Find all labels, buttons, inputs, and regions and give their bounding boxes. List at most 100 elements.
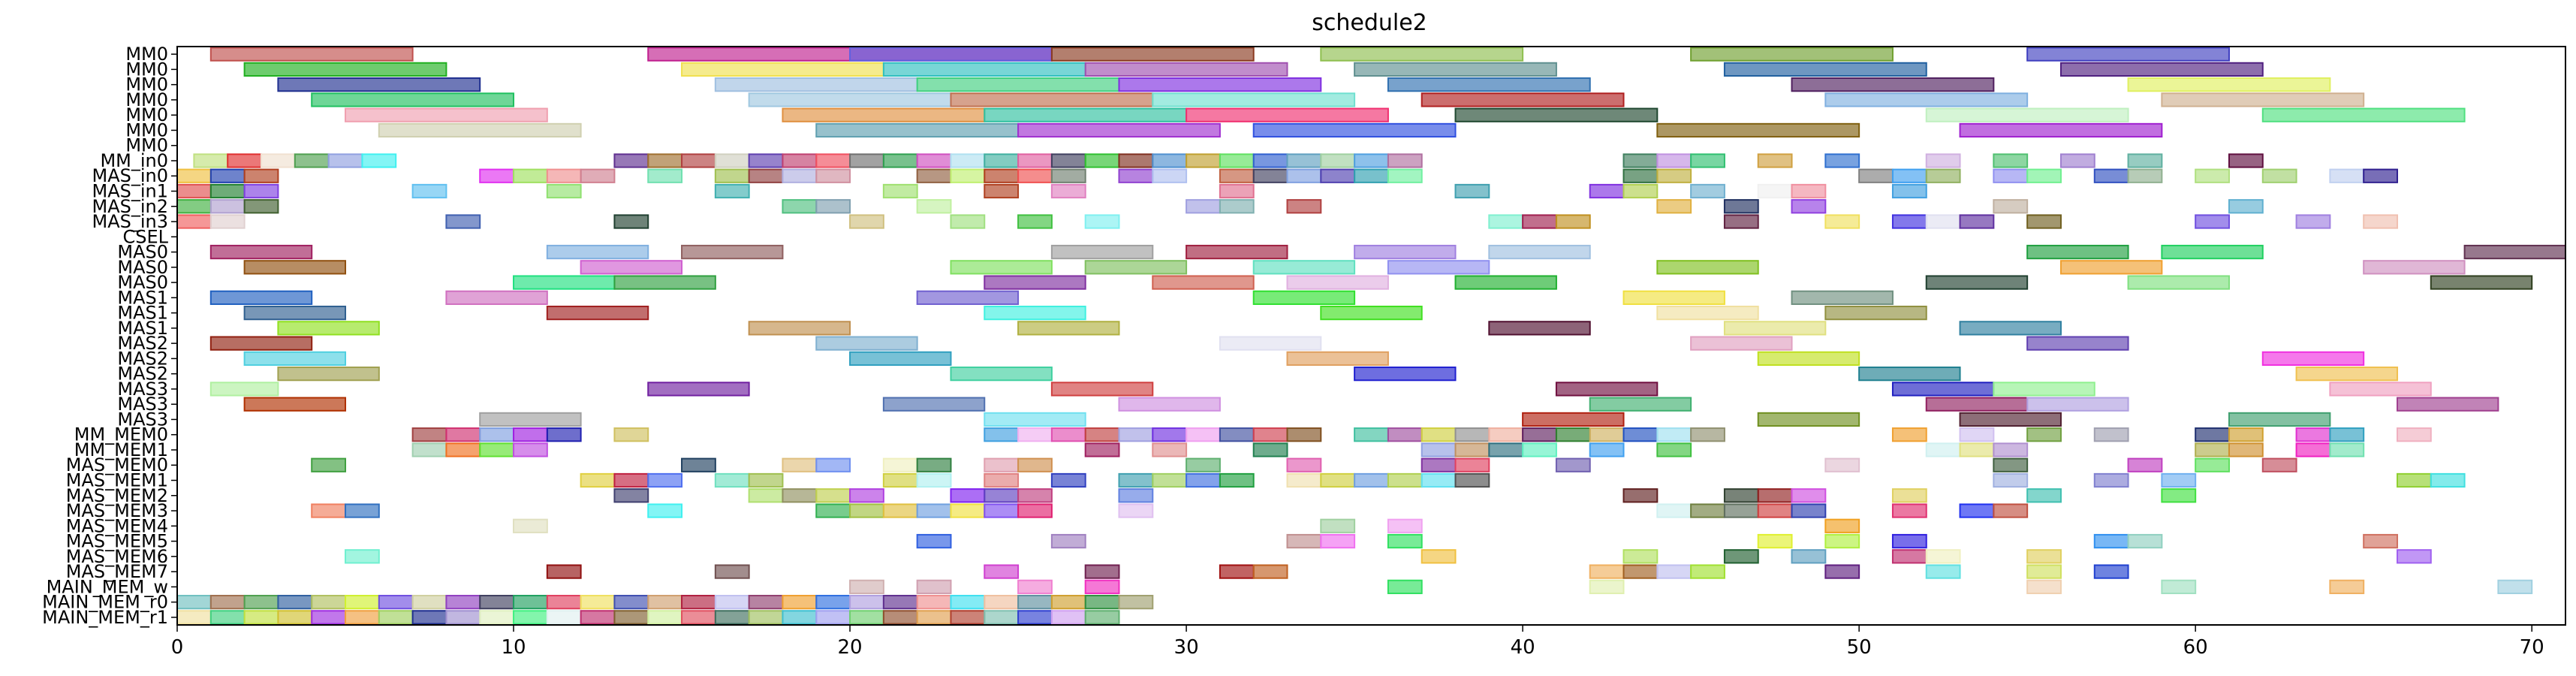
task-bar xyxy=(1421,472,1457,488)
task-bar xyxy=(2261,168,2297,183)
y-tick-label: MAS1 xyxy=(117,303,168,324)
task-bar xyxy=(647,168,683,183)
task-bar xyxy=(2161,92,2365,107)
task-bar xyxy=(1387,427,1423,442)
task-bar xyxy=(2026,47,2230,62)
task-bar xyxy=(277,77,481,92)
task-bar xyxy=(176,168,212,183)
task-bar xyxy=(1791,488,1827,503)
task-bar xyxy=(1252,122,1457,138)
task-bar xyxy=(1622,549,1659,564)
task-bar xyxy=(445,442,481,457)
task-bar xyxy=(1320,305,1423,321)
x-tick-label: 60 xyxy=(2183,636,2208,659)
task-bar xyxy=(193,153,229,168)
task-bar xyxy=(546,305,649,321)
task-bar xyxy=(1522,214,1557,229)
task-bar xyxy=(748,168,784,183)
task-bar xyxy=(916,533,952,549)
task-bar xyxy=(882,457,918,472)
task-bar xyxy=(882,594,918,610)
task-bar xyxy=(782,457,818,472)
task-bar xyxy=(1656,122,1860,138)
task-bar xyxy=(1152,92,1356,107)
task-bar xyxy=(1791,503,1827,518)
task-bar xyxy=(1824,457,1860,472)
task-bar xyxy=(782,610,818,625)
task-bar xyxy=(647,472,683,488)
y-tick-label: CSEL xyxy=(122,226,168,247)
task-bar xyxy=(445,594,481,610)
task-bar xyxy=(1286,533,1322,549)
task-bar xyxy=(580,610,616,625)
task-bar xyxy=(1925,564,1961,579)
y-tick-label: MAS_in0 xyxy=(92,165,168,186)
task-bar xyxy=(714,183,750,199)
task-bar xyxy=(209,183,246,199)
task-bar xyxy=(916,199,952,214)
task-bar xyxy=(2093,472,2129,488)
task-bar xyxy=(1622,427,1659,442)
task-bar xyxy=(2329,427,2365,442)
task-bar xyxy=(1925,107,2129,122)
task-bar xyxy=(2127,533,2163,549)
task-bar xyxy=(1993,503,2029,518)
task-bar xyxy=(1050,382,1154,397)
y-tick-label: MAS2 xyxy=(117,364,168,385)
task-bar xyxy=(849,594,884,610)
task-bar xyxy=(1050,168,1086,183)
task-bar xyxy=(1286,351,1389,367)
task-bar xyxy=(714,153,750,168)
task-bar xyxy=(1219,564,1255,579)
task-bar xyxy=(209,244,313,260)
task-bar xyxy=(1723,488,1759,503)
chart-title: schedule2 xyxy=(1312,10,1427,36)
task-bar xyxy=(1084,442,1120,457)
task-bar xyxy=(714,594,750,610)
task-bar xyxy=(1454,275,1557,290)
task-bar xyxy=(2228,199,2264,214)
task-bar xyxy=(479,168,515,183)
task-bar xyxy=(1723,199,1759,214)
task-bar xyxy=(1118,168,1154,183)
task-bar xyxy=(1252,427,1288,442)
task-bar xyxy=(1925,214,1961,229)
task-bar xyxy=(1084,214,1120,229)
task-bar xyxy=(209,594,246,610)
task-bar xyxy=(243,62,447,77)
task-bar xyxy=(1354,244,1457,260)
task-bar xyxy=(243,183,279,199)
task-bar xyxy=(1152,275,1255,290)
task-bar xyxy=(1017,427,1053,442)
task-bar xyxy=(546,594,582,610)
task-bar xyxy=(1186,427,1221,442)
y-tick-label: MAIN_MEM_r1 xyxy=(42,607,168,628)
task-bar xyxy=(1320,153,1356,168)
task-bar xyxy=(1488,427,1524,442)
task-bar xyxy=(1522,442,1557,457)
task-bar xyxy=(445,290,548,305)
task-bar xyxy=(1219,336,1322,351)
task-bar xyxy=(546,564,582,579)
task-bar xyxy=(613,472,649,488)
task-bar xyxy=(277,367,380,382)
task-bar xyxy=(1387,533,1423,549)
y-tick-label: MAS1 xyxy=(117,287,168,308)
task-bar xyxy=(2329,579,2365,594)
task-bar xyxy=(782,107,986,122)
task-bar xyxy=(1118,594,1154,610)
task-bar xyxy=(1925,168,1961,183)
task-bar xyxy=(1387,472,1423,488)
task-bar xyxy=(916,594,952,610)
task-bar xyxy=(243,199,279,214)
task-bar xyxy=(1354,427,1389,442)
task-bar xyxy=(2127,168,2163,183)
task-bar xyxy=(209,336,313,351)
task-bar xyxy=(209,290,313,305)
x-tick-label: 10 xyxy=(501,636,526,659)
y-tick-label: MAS_MEM3 xyxy=(66,500,168,521)
task-bar xyxy=(311,92,515,107)
y-tick-label: MAS3 xyxy=(117,394,168,415)
y-tick-label: MAS_MEM1 xyxy=(66,470,168,491)
